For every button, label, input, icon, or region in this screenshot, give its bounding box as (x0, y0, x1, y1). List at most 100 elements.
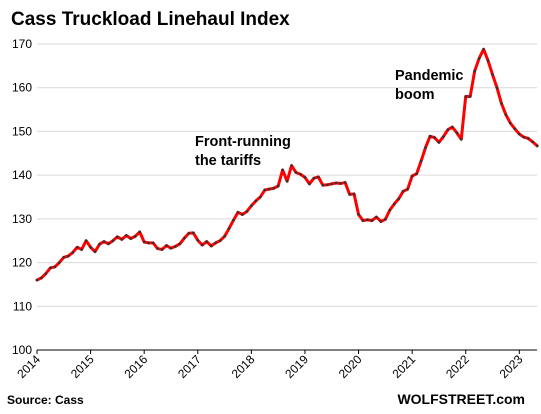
data-point (223, 235, 226, 238)
data-point (334, 181, 338, 185)
data-point (321, 183, 325, 187)
data-point (464, 95, 468, 98)
data-point (518, 132, 521, 136)
data-point (406, 187, 409, 191)
data-point (526, 137, 530, 140)
data-point (330, 182, 334, 186)
data-point (446, 128, 450, 131)
data-point (366, 218, 369, 222)
data-point (343, 181, 347, 184)
data-point (138, 230, 142, 234)
data-point (285, 179, 289, 183)
data-point (196, 238, 200, 242)
y-tick-label: 120 (12, 256, 32, 270)
data-point (535, 144, 539, 148)
series-index (35, 47, 539, 282)
data-point (232, 218, 235, 222)
data-point (93, 250, 97, 253)
x-tick-label: 2022 (443, 352, 472, 381)
data-point (160, 248, 164, 251)
data-point (491, 73, 494, 76)
data-point (120, 238, 124, 241)
x-tick-label: 2020 (336, 352, 365, 381)
x-axis: 2014 2015 2016 2017 2018 2019 2020 2021 2022 2023 (14, 350, 526, 381)
data-point (317, 175, 320, 179)
data-point (89, 245, 92, 249)
data-point (71, 251, 75, 254)
data-point (62, 256, 66, 259)
data-point (178, 242, 182, 246)
data-point (116, 235, 119, 239)
data-point (236, 211, 240, 214)
data-point (468, 95, 472, 98)
data-point (58, 261, 61, 264)
data-point (379, 220, 383, 223)
annotation-tariffs: Front-running the tariffs (195, 134, 291, 169)
x-tick-label: 2017 (175, 352, 204, 381)
data-point (482, 47, 485, 51)
data-point (437, 141, 441, 144)
data-point (129, 237, 133, 240)
data-point (451, 125, 454, 129)
annotation-pandemic: Pandemic boom (395, 68, 464, 103)
y-tick-label: 140 (12, 168, 32, 182)
data-point (410, 174, 414, 178)
data-point (245, 210, 249, 213)
data-point (75, 245, 79, 249)
annotation-tariffs-line-2: the tariffs (195, 153, 261, 169)
data-point (102, 240, 106, 243)
chart-title: Cass Truckload Linehaul Index (11, 9, 290, 30)
data-point (522, 135, 526, 139)
x-tick-label: 2018 (229, 352, 258, 381)
y-tick-label: 150 (12, 124, 32, 138)
data-point (35, 278, 39, 282)
y-tick-label: 130 (12, 212, 32, 226)
x-tick-label: 2015 (68, 352, 97, 381)
data-point (49, 266, 52, 270)
data-point (455, 131, 459, 135)
y-tick-label: 170 (12, 37, 32, 51)
data-point (84, 239, 88, 243)
data-point (308, 182, 311, 186)
data-point (401, 190, 405, 193)
data-point (370, 219, 374, 222)
data-point (513, 127, 517, 131)
x-tick-label: 2016 (122, 352, 151, 381)
annotation-pandemic-line-1: Pandemic (395, 68, 464, 84)
data-point (415, 172, 418, 176)
data-point (339, 182, 342, 185)
data-point (361, 219, 365, 222)
gridlines (37, 43, 537, 307)
data-point (187, 231, 191, 235)
data-point (258, 195, 262, 199)
data-point (250, 204, 253, 208)
data-point (504, 113, 508, 117)
data-point (312, 176, 316, 180)
data-point (397, 197, 401, 201)
data-point (174, 245, 177, 248)
data-point (357, 213, 360, 216)
data-point (442, 135, 445, 138)
data-point (500, 102, 503, 105)
y-tick-label: 110 (13, 299, 32, 313)
annotation-pandemic-line-2: boom (395, 87, 434, 103)
x-tick-label: 2021 (389, 352, 418, 381)
data-point (433, 136, 436, 139)
x-tick-label: 2023 (497, 352, 526, 381)
data-point (44, 272, 48, 275)
data-point (111, 239, 115, 243)
data-point (473, 69, 476, 73)
data-point (263, 188, 267, 192)
data-point (267, 187, 271, 191)
data-point (495, 86, 499, 90)
data-point (151, 241, 155, 245)
data-point (214, 241, 217, 245)
data-point (66, 254, 70, 258)
data-point (419, 159, 423, 163)
data-point (80, 248, 83, 251)
data-point (281, 168, 284, 172)
data-point (227, 227, 231, 230)
y-tick-label: 100 (12, 343, 32, 357)
data-point (509, 121, 512, 125)
